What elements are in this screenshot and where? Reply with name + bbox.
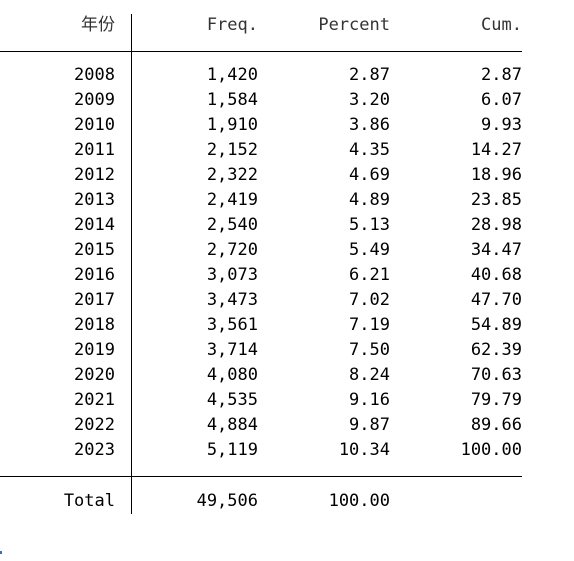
cell-freq: 3,073	[206, 265, 258, 285]
cell-freq: 1,910	[206, 115, 258, 135]
total-label: Total	[63, 491, 115, 511]
cell-percent: 3.20	[349, 90, 390, 110]
cell-percent: 4.69	[349, 165, 390, 185]
cell-year: 2010	[74, 115, 115, 135]
cell-freq: 4,080	[206, 365, 258, 385]
header-divider	[0, 51, 522, 52]
column-header-freq: Freq.	[206, 15, 258, 35]
cell-cum: 14.27	[470, 140, 522, 160]
cell-cum: 79.79	[470, 390, 522, 410]
column-header-cum: Cum.	[481, 15, 522, 35]
cell-cum: 23.85	[470, 190, 522, 210]
cell-year: 2016	[74, 265, 115, 285]
cell-freq: 1,584	[206, 90, 258, 110]
cell-cum: 34.47	[470, 240, 522, 260]
cell-percent: 5.13	[349, 215, 390, 235]
cell-freq: 3,561	[206, 315, 258, 335]
cell-percent: 7.50	[349, 340, 390, 360]
cell-percent: 4.89	[349, 190, 390, 210]
cell-year: 2011	[74, 140, 115, 160]
cell-freq: 3,473	[206, 290, 258, 310]
cell-freq: 2,419	[206, 190, 258, 210]
cell-freq: 2,152	[206, 140, 258, 160]
cell-freq: 5,119	[206, 440, 258, 460]
cell-freq: 3,714	[206, 340, 258, 360]
cell-year: 2014	[74, 215, 115, 235]
cell-freq: 4,884	[206, 415, 258, 435]
cell-percent: 7.19	[349, 315, 390, 335]
cell-year: 2019	[74, 340, 115, 360]
cell-year: 2018	[74, 315, 115, 335]
total-divider	[0, 476, 522, 477]
cell-percent: 5.49	[349, 240, 390, 260]
cell-cum: 6.07	[481, 90, 522, 110]
cell-year: 2009	[74, 90, 115, 110]
cell-cum: 70.63	[470, 365, 522, 385]
cell-cum: 100.00	[460, 440, 522, 460]
cell-percent: 9.16	[349, 390, 390, 410]
total-percent: 100.00	[328, 491, 390, 511]
cell-freq: 2,322	[206, 165, 258, 185]
cell-cum: 62.39	[470, 340, 522, 360]
cell-percent: 7.02	[349, 290, 390, 310]
cell-freq: 1,420	[206, 65, 258, 85]
cell-cum: 40.68	[470, 265, 522, 285]
cursor-mark	[0, 551, 2, 554]
cell-percent: 8.24	[349, 365, 390, 385]
cell-year: 2023	[74, 440, 115, 460]
stub-divider	[131, 14, 132, 514]
cell-freq: 2,720	[206, 240, 258, 260]
cell-percent: 4.35	[349, 140, 390, 160]
cell-year: 2012	[74, 165, 115, 185]
column-header-year: 年份	[81, 15, 115, 35]
cell-year: 2022	[74, 415, 115, 435]
cell-cum: 9.93	[481, 115, 522, 135]
cell-year: 2015	[74, 240, 115, 260]
cell-percent: 6.21	[349, 265, 390, 285]
cell-year: 2017	[74, 290, 115, 310]
cell-cum: 28.98	[470, 215, 522, 235]
cell-freq: 4,535	[206, 390, 258, 410]
cell-cum: 47.70	[470, 290, 522, 310]
cell-percent: 2.87	[349, 65, 390, 85]
column-header-percent: Percent	[318, 15, 390, 35]
cell-cum: 89.66	[470, 415, 522, 435]
cell-year: 2021	[74, 390, 115, 410]
cell-percent: 10.34	[338, 440, 390, 460]
cell-year: 2008	[74, 65, 115, 85]
cell-percent: 3.86	[349, 115, 390, 135]
cell-year: 2013	[74, 190, 115, 210]
cell-freq: 2,540	[206, 215, 258, 235]
cell-cum: 18.96	[470, 165, 522, 185]
cell-cum: 2.87	[481, 65, 522, 85]
cell-year: 2020	[74, 365, 115, 385]
cell-cum: 54.89	[470, 315, 522, 335]
cell-percent: 9.87	[349, 415, 390, 435]
total-freq: 49,506	[196, 491, 258, 511]
